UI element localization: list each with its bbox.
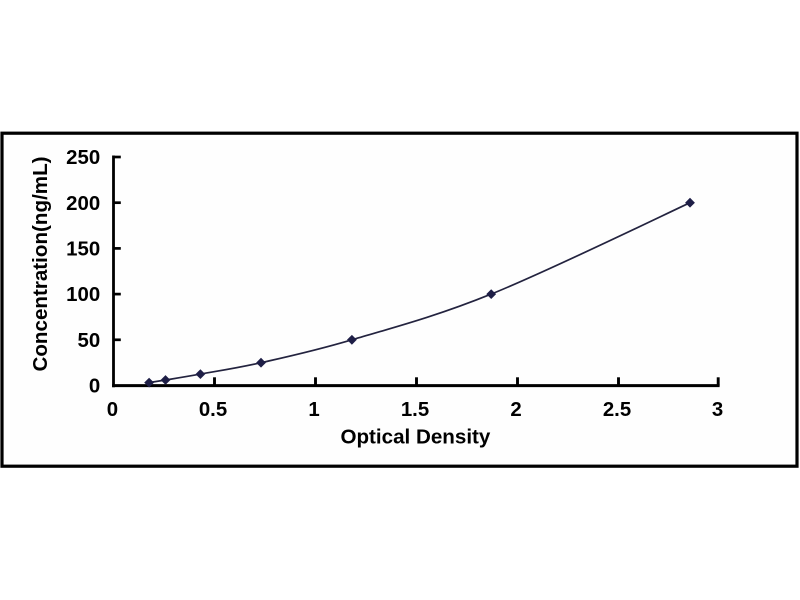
svg-text:0: 0 [89, 375, 100, 397]
svg-text:250: 250 [66, 147, 100, 169]
svg-text:2.5: 2.5 [603, 399, 631, 421]
svg-text:0: 0 [107, 399, 118, 421]
svg-text:Optical Density: Optical Density [340, 425, 490, 448]
svg-text:100: 100 [66, 284, 100, 306]
svg-text:Concentration(ng/mL): Concentration(ng/mL) [29, 156, 52, 371]
svg-text:200: 200 [66, 193, 100, 215]
svg-text:0.5: 0.5 [199, 399, 227, 421]
svg-text:2: 2 [510, 399, 521, 421]
svg-text:1.5: 1.5 [401, 399, 429, 421]
svg-text:50: 50 [78, 330, 101, 352]
svg-text:3: 3 [712, 399, 723, 421]
svg-text:1: 1 [308, 399, 319, 421]
svg-text:150: 150 [66, 239, 100, 261]
